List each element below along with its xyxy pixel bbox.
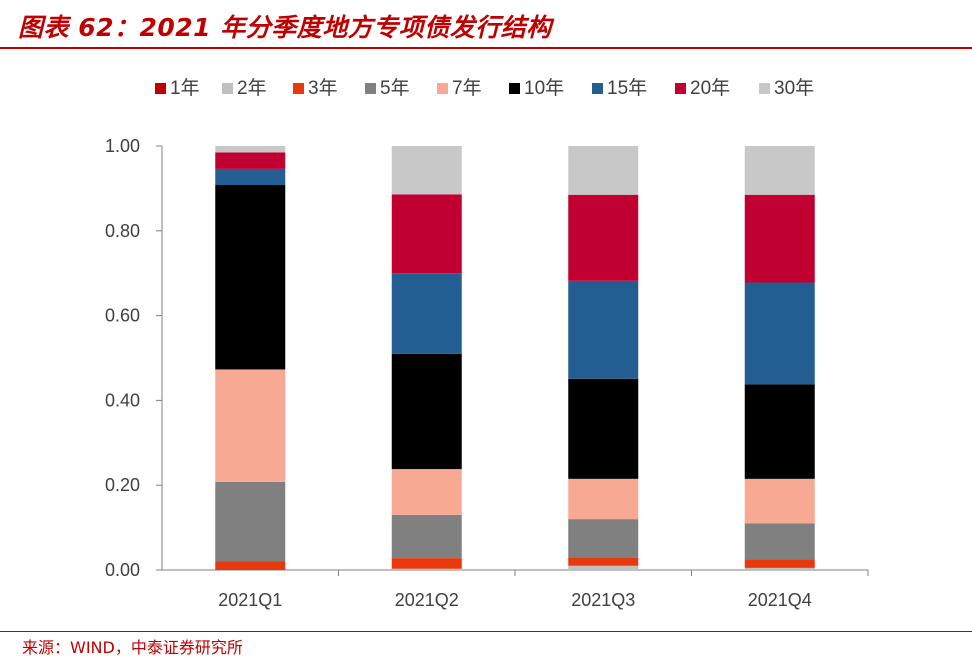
bar-segment [391, 146, 462, 195]
legend-label: 3年 [308, 77, 338, 99]
bar-segment [215, 168, 286, 186]
source-note: 来源：WIND，中泰证券研究所 [22, 638, 243, 657]
bar-segment [215, 152, 286, 169]
bar-segment [391, 273, 462, 354]
legend-label: 2年 [237, 77, 267, 99]
legend-label: 30年 [774, 77, 814, 99]
title-divider [0, 47, 972, 49]
legend-swatch [592, 83, 603, 94]
bar-segment [744, 478, 815, 524]
bar-segment [215, 146, 286, 153]
chart-title: 图表 62：2021 年分季度地方专项债发行结构 [18, 13, 552, 42]
bar-segment [744, 146, 815, 195]
bar-segment [215, 561, 286, 570]
bar-segment [568, 146, 639, 195]
bar-segment [215, 185, 286, 370]
legend-swatch [437, 83, 448, 94]
stacked-bar-chart: 1年 2年 3年 5年 7年 10年 15年 20年 30年 0.00 0.20 0.40 0.60 0.… [105, 77, 869, 610]
bar-segment [744, 567, 815, 570]
bar-segment [391, 194, 462, 274]
bar-segment [568, 519, 639, 558]
legend-swatch [222, 83, 233, 94]
bar-segment [391, 514, 462, 559]
bar-segment [568, 280, 639, 379]
bar-segment [215, 481, 286, 562]
bar-segment [391, 469, 462, 515]
y-tick-label: 0.20 [105, 475, 140, 495]
bar-segment [391, 353, 462, 470]
legend-swatch [759, 83, 770, 94]
bar-segment [744, 282, 815, 385]
x-tick-label: 2021Q2 [395, 590, 459, 610]
source-divider [0, 631, 972, 632]
y-tick-label: 0.80 [105, 221, 140, 241]
bar-segment [568, 194, 639, 281]
bar-segment [568, 565, 639, 570]
legend-swatch [365, 83, 376, 94]
y-tick-label: 0.40 [105, 390, 140, 410]
legend-label: 1年 [170, 77, 200, 99]
legend-label: 15年 [607, 77, 647, 99]
bar-segment [568, 557, 639, 566]
bar-segment [744, 559, 815, 568]
bar-segment [391, 568, 462, 570]
bar-segment [568, 478, 639, 520]
legend-label: 5年 [380, 77, 410, 99]
x-tick-label: 2021Q4 [748, 590, 812, 610]
legend-swatch [155, 83, 166, 94]
legend-swatch [509, 83, 520, 94]
x-tick-label: 2021Q1 [218, 590, 282, 610]
y-tick-label: 0.00 [105, 560, 140, 580]
y-tick-label: 1.00 [105, 136, 140, 156]
legend-label: 20年 [690, 77, 730, 99]
legend-swatch [675, 83, 686, 94]
y-tick-label: 0.60 [105, 306, 140, 326]
x-tick-label: 2021Q3 [571, 590, 635, 610]
bar-segment [391, 558, 462, 569]
legend-swatch [293, 83, 304, 94]
bar-segment [744, 194, 815, 283]
bar-segment [568, 378, 639, 479]
bar-segment [215, 369, 286, 482]
bar-segment [744, 523, 815, 560]
legend-label: 7年 [452, 77, 482, 99]
legend-label: 10年 [524, 77, 564, 99]
bar-segment [744, 384, 815, 479]
